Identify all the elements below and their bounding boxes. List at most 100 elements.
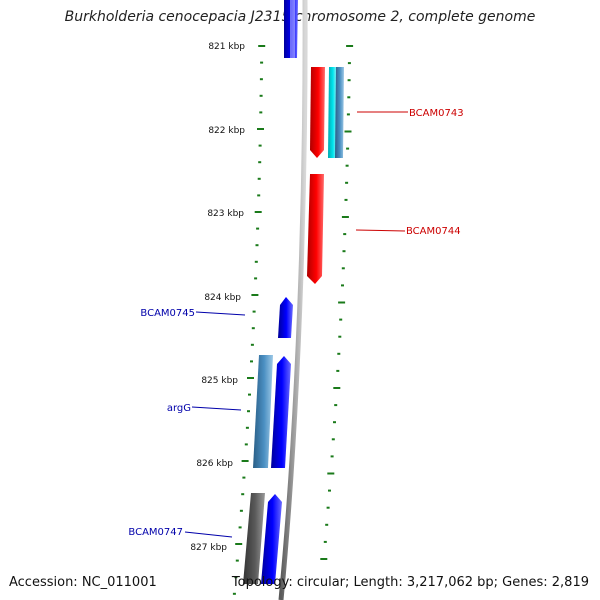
outer-minor-tick	[325, 523, 329, 526]
outer-minor-tick	[342, 250, 346, 253]
gene-label-argG: argG	[167, 403, 191, 414]
inner-major-tick	[251, 294, 259, 296]
inner-minor-tick	[258, 161, 262, 164]
inner-minor-tick	[257, 194, 261, 197]
inner-minor-tick	[260, 61, 264, 64]
leader-BCAM0744	[355, 229, 406, 232]
outer-major-tick	[344, 130, 352, 133]
gene-feature-BCAM0743	[310, 67, 325, 158]
inner-minor-tick	[244, 443, 248, 446]
gene-feature-top-blue-highlight	[290, 0, 295, 58]
accession-text: Accession: NC_011001	[9, 575, 157, 590]
gene-feature-BCAM0745	[278, 297, 293, 338]
gene-label-BCAM0745: BCAM0745	[140, 308, 195, 319]
outer-minor-tick	[347, 62, 351, 65]
outer-major-tick	[333, 387, 341, 389]
outer-minor-tick	[346, 147, 350, 150]
outer-minor-tick	[347, 79, 351, 82]
inner-minor-tick	[242, 476, 246, 479]
inner-minor-tick	[238, 526, 242, 529]
inner-minor-tick	[241, 493, 245, 496]
gene-labels: BCAM0743 BCAM0744 BCAM0745 argG BCAM0747	[128, 108, 463, 538]
inner-minor-tick	[251, 327, 255, 330]
inner-minor-tick	[258, 144, 262, 147]
inner-minor-tick	[259, 78, 263, 81]
leader-argG	[191, 406, 242, 411]
gene-label-BCAM0744: BCAM0744	[406, 226, 461, 237]
gene-features	[243, 0, 344, 584]
chromosome-backbone	[278, 0, 308, 600]
inner-minor-tick	[250, 360, 253, 363]
outer-minor-tick	[334, 404, 338, 407]
inner-minor-tick	[257, 177, 261, 180]
ruler-label-826: 826 kbp	[196, 459, 233, 469]
ruler-label-823: 823 kbp	[207, 209, 244, 219]
outer-minor-tick	[339, 318, 343, 321]
outer-minor-tick	[331, 438, 335, 441]
outer-minor-tick	[343, 233, 347, 236]
inner-minor-tick	[245, 426, 249, 429]
inner-minor-tick	[232, 592, 236, 595]
leader-BCAM0747	[184, 531, 233, 538]
inner-minor-tick	[252, 310, 256, 313]
ruler-label-822: 822 kbp	[208, 126, 245, 136]
inner-minor-tick	[250, 343, 254, 346]
gene-feature-cyan	[328, 67, 337, 158]
gene-feature-BCAM0747	[261, 494, 282, 584]
inner-minor-tick	[255, 244, 259, 247]
outer-minor-tick	[341, 284, 344, 287]
outer-minor-tick	[337, 352, 341, 355]
label-leaders	[184, 111, 408, 538]
gene-feature-argG	[271, 356, 291, 468]
inner-major-tick	[241, 460, 249, 462]
map-title: Burkholderia cenocepacia J2315 chromosom…	[64, 9, 536, 25]
outer-minor-tick	[338, 335, 342, 338]
inner-minor-tick	[235, 559, 239, 562]
outer-minor-tick	[330, 455, 334, 458]
outer-minor-tick	[347, 96, 351, 99]
outer-minor-tick	[328, 489, 331, 492]
inner-major-tick	[247, 377, 254, 379]
gene-feature-BCAM0747-gray	[243, 493, 265, 584]
ruler-label-825: 825 kbp	[201, 376, 238, 386]
outer-major-tick	[320, 558, 328, 560]
outer-minor-tick	[346, 113, 350, 116]
inner-major-tick	[254, 211, 262, 213]
outer-minor-tick	[345, 164, 349, 167]
outer-minor-tick	[345, 181, 349, 184]
inner-minor-tick	[259, 94, 263, 97]
inner-minor-tick	[256, 227, 260, 230]
ruler-label-821: 821 kbp	[208, 42, 245, 52]
ruler-label-824: 824 kbp	[204, 293, 241, 303]
topology-text: Topology: circular; Length: 3,217,062 bp…	[231, 575, 589, 590]
tick-rings	[232, 45, 354, 595]
outer-minor-tick	[323, 540, 327, 543]
inner-minor-tick	[239, 509, 243, 512]
outer-major-tick	[338, 301, 346, 304]
gene-feature-argG-steel	[253, 355, 273, 468]
gene-feature-steel-right	[335, 67, 344, 158]
gene-feature-BCAM0744	[307, 174, 324, 284]
outer-major-tick	[346, 45, 354, 47]
outer-minor-tick	[333, 421, 336, 424]
outer-minor-tick	[341, 267, 345, 270]
leader-BCAM0745	[195, 311, 246, 316]
outer-major-tick	[327, 472, 335, 475]
inner-minor-tick	[254, 277, 258, 280]
inner-minor-tick	[248, 393, 251, 396]
inner-minor-tick	[234, 576, 238, 579]
inner-major-tick	[235, 543, 243, 545]
outer-minor-tick	[336, 369, 340, 372]
outer-minor-tick	[326, 506, 330, 509]
inner-major-tick	[257, 128, 264, 130]
gene-label-BCAM0747: BCAM0747	[128, 527, 183, 538]
ruler-label-827: 827 kbp	[190, 543, 227, 553]
inner-minor-tick	[259, 111, 263, 114]
outer-major-tick	[341, 216, 349, 218]
ruler-labels: 821 kbp 822 kbp 823 kbp 824 kbp 825 kbp …	[190, 42, 245, 553]
inner-major-tick	[258, 45, 266, 47]
inner-minor-tick	[254, 260, 258, 263]
outer-minor-tick	[344, 198, 348, 201]
inner-minor-tick	[247, 410, 250, 413]
